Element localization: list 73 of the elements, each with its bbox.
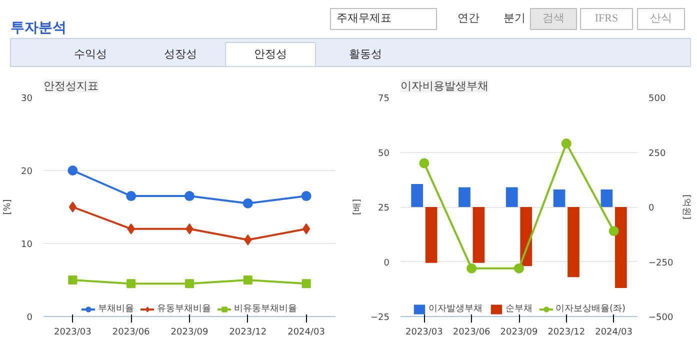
- y-tick-label: 30: [21, 94, 33, 104]
- y2-tick-label: 0: [648, 204, 654, 214]
- point: [608, 226, 619, 236]
- point: [68, 202, 77, 212]
- x-tick-label: 2023/03: [54, 328, 92, 338]
- point: [302, 223, 310, 234]
- bar: [506, 187, 518, 207]
- y-tick-label: 0: [26, 313, 33, 323]
- point: [419, 158, 430, 168]
- x-tick-label: 2023/12: [548, 328, 586, 338]
- text: 활동성: [349, 48, 382, 60]
- legend-label: 부채비율: [98, 303, 134, 315]
- bar: [600, 189, 613, 207]
- text: 산식: [650, 12, 672, 24]
- point: [561, 138, 572, 148]
- point: [126, 279, 136, 288]
- point: [514, 263, 524, 274]
- y-tick-label: 20: [21, 167, 33, 177]
- point: [68, 276, 78, 284]
- x-tick-label: 2024/03: [595, 328, 632, 338]
- text: 연간: [458, 12, 480, 24]
- y2-tick-label: −500: [648, 313, 674, 323]
- x-tick-label: 2023/12: [229, 328, 267, 338]
- y-tick-label: −25: [370, 313, 390, 323]
- legend-label: 순부채: [505, 303, 532, 315]
- y2-axis-title: [억원]: [681, 194, 692, 220]
- y-tick-label: 75: [378, 94, 390, 104]
- y-tick-label: 10: [21, 240, 33, 250]
- y2-tick-label: 500: [648, 94, 666, 104]
- text: 수익성: [74, 48, 107, 60]
- bar: [568, 207, 580, 278]
- y2-tick-label: −250: [648, 258, 674, 268]
- point: [301, 191, 312, 202]
- bar: [411, 184, 424, 207]
- text: 안정성: [254, 48, 287, 60]
- legend-label: 유동부채비율: [157, 303, 211, 315]
- bar: [520, 207, 532, 266]
- text: 분기: [504, 12, 526, 24]
- y-tick-label: 50: [378, 148, 390, 159]
- y-axis-title: [배]: [352, 198, 363, 216]
- y-tick-label: 0: [384, 258, 390, 268]
- point: [126, 191, 136, 202]
- point: [243, 276, 252, 284]
- x-tick-label: 2023/06: [112, 328, 150, 338]
- y-tick-label: 25: [378, 204, 390, 214]
- text: IFRS: [594, 12, 618, 24]
- text: 투자분석: [10, 21, 66, 36]
- point: [68, 166, 78, 176]
- bar: [553, 189, 566, 207]
- text: 검색: [542, 12, 564, 24]
- point: [302, 279, 311, 288]
- bar: [472, 207, 485, 263]
- y2-tick-label: 250: [648, 148, 666, 159]
- point: [242, 198, 253, 208]
- legend-label: 이자보상배율(좌): [555, 303, 626, 315]
- legend-label: 이자발생부채: [428, 303, 482, 315]
- bar: [614, 207, 627, 288]
- y-axis-title: [%]: [3, 199, 14, 215]
- text: 주재무제표: [336, 12, 392, 24]
- text: 성장성: [164, 48, 197, 60]
- point: [185, 279, 194, 288]
- chart-title: 이자비용발생부채: [400, 80, 488, 92]
- x-tick-label: 2023/09: [170, 328, 208, 338]
- point: [466, 263, 477, 274]
- chart-title: 안정성지표: [44, 80, 98, 92]
- x-tick-label: 2023/03: [406, 328, 443, 338]
- x-tick-label: 2023/09: [500, 328, 538, 338]
- x-tick-label: 2023/06: [452, 328, 491, 338]
- x-tick-label: 2024/03: [288, 328, 325, 338]
- bar: [425, 207, 438, 263]
- bar: [458, 187, 470, 207]
- legend-label: 비유동부채비율: [234, 303, 297, 315]
- point: [184, 191, 194, 202]
